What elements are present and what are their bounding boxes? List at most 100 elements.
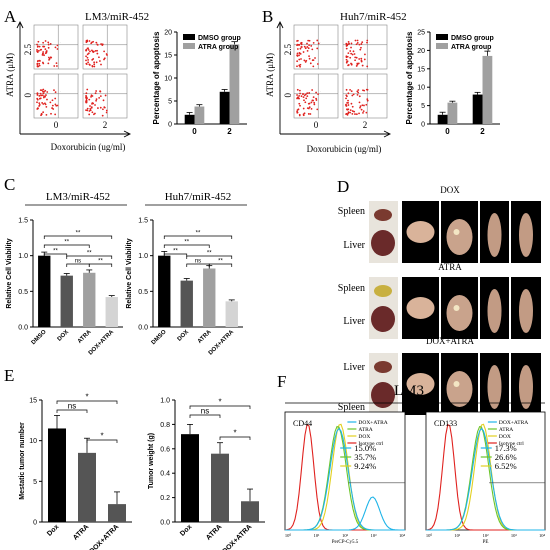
column-tick-label: 2 [103, 120, 108, 130]
bar [180, 280, 193, 327]
lesion-spot [453, 229, 460, 235]
x-tick-label: DMSO [31, 329, 48, 346]
quadrant-value-mark: · [369, 89, 370, 93]
percentage-label: 9.24% [354, 461, 376, 471]
torso-sagittal [487, 365, 502, 409]
bar [447, 102, 458, 124]
event-dot [358, 112, 360, 115]
significance-label: * [218, 398, 221, 407]
event-dot [85, 41, 88, 44]
event-dot [345, 61, 348, 63]
percentage-label: 15.0% [354, 443, 376, 453]
event-dot [347, 112, 350, 115]
spleen-photo [374, 361, 392, 373]
x-tick-label: 10⁰ [426, 533, 433, 538]
event-dot [306, 46, 309, 48]
event-dot [49, 42, 52, 45]
event-dot [38, 102, 41, 105]
event-dot [47, 43, 50, 46]
event-dot [98, 56, 100, 59]
significance-bracket [56, 409, 88, 413]
event-dot [362, 111, 364, 114]
event-dot [101, 44, 104, 47]
y-tick-label: 10 [164, 76, 172, 83]
event-dot [362, 89, 364, 92]
event-dot [366, 98, 369, 100]
event-dot [89, 109, 92, 112]
event-dot [36, 48, 38, 51]
event-dot [316, 108, 319, 111]
event-dot [316, 63, 319, 65]
quadrant-value-mark: · [109, 89, 110, 93]
event-dot [93, 113, 95, 116]
row-tick-label: 2.5 [283, 44, 293, 56]
bar [482, 55, 493, 124]
event-dot [88, 110, 91, 112]
event-dot [317, 93, 320, 95]
event-dot [97, 107, 99, 109]
y-tick-label: 1.0 [18, 253, 28, 260]
y-tick-label: 0 [168, 122, 172, 129]
event-dot [363, 58, 366, 61]
event-dot [98, 96, 101, 99]
torso-sagittal [487, 213, 502, 257]
bar [105, 297, 118, 327]
y-arrow-head [16, 20, 24, 29]
event-dot [298, 95, 301, 97]
event-dot [91, 41, 93, 44]
event-dot [299, 92, 301, 95]
event-dot [366, 99, 369, 102]
event-dot [296, 111, 299, 114]
event-dot [300, 46, 303, 48]
event-dot [45, 94, 47, 96]
event-dot [56, 104, 59, 107]
significance-bracket [163, 253, 188, 257]
lesion-spot [453, 305, 460, 311]
event-dot [299, 52, 302, 55]
event-dot [93, 63, 96, 66]
event-dot [315, 97, 318, 100]
bar [78, 452, 96, 522]
event-dot [362, 110, 365, 113]
event-dot [300, 42, 302, 45]
bar [48, 428, 66, 522]
significance-label: ** [218, 259, 223, 265]
significance-bracket [43, 244, 90, 248]
event-dot [346, 108, 349, 111]
event-dot [351, 110, 354, 112]
event-dot [94, 92, 97, 95]
chart-title: LM3/miR-452 [46, 191, 110, 203]
y-tick-label: 1.0 [138, 253, 148, 260]
event-dot [40, 94, 42, 97]
event-dot [38, 64, 41, 67]
event-dot [85, 59, 87, 62]
bar [83, 272, 96, 327]
significance-label: ** [207, 251, 212, 257]
event-dot [96, 43, 99, 46]
event-dot [297, 97, 300, 100]
event-dot [91, 49, 93, 52]
event-dot [90, 94, 93, 97]
row-tick-label: 0 [283, 93, 293, 98]
event-dot [95, 61, 98, 64]
event-dot [96, 52, 99, 55]
x-tick-label: DOX+ATRA [221, 523, 253, 550]
y-tick-label: 1.0 [160, 398, 170, 405]
event-dot [345, 113, 347, 116]
marker-title: CD44 [293, 419, 312, 428]
x-tick-label: 10⁴ [539, 533, 546, 538]
legend-swatch [436, 34, 448, 40]
event-dot [86, 39, 89, 42]
bar [241, 501, 259, 522]
event-dot [46, 98, 48, 101]
event-dot [347, 64, 350, 66]
event-dot [357, 89, 360, 91]
event-dot [304, 47, 307, 50]
significance-label: ** [196, 231, 201, 237]
x-tick-label: DOX [57, 329, 70, 342]
significance-label: ns [75, 259, 81, 265]
x-tick-label: Dox [46, 523, 60, 537]
event-dot [347, 99, 349, 102]
significance-bracket [186, 255, 233, 259]
